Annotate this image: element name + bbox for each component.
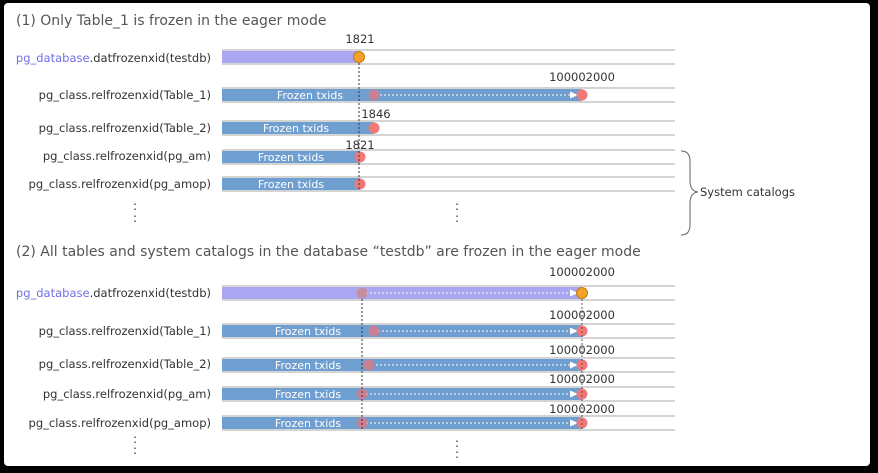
arrowhead-icon bbox=[570, 327, 578, 335]
section-2-title: (2) All tables and system catalogs in th… bbox=[16, 244, 641, 260]
db-name-highlight: pg_database bbox=[16, 51, 90, 65]
db-name-highlight: pg_database bbox=[16, 286, 90, 300]
frozen-txids-label: Frozen txids bbox=[275, 359, 341, 372]
arrowhead-icon bbox=[570, 390, 578, 398]
system-catalogs-brace bbox=[680, 150, 699, 236]
ellipsis: : bbox=[133, 443, 137, 457]
ellipsis: : bbox=[455, 447, 459, 461]
row-label: pg_database.datfrozenxid(testdb) bbox=[16, 286, 211, 300]
db-field: .datfrozenxid(testdb) bbox=[90, 286, 211, 300]
frozen-txids-label: Frozen txids bbox=[275, 417, 341, 430]
row-label: pg_class.relfrozenxid(Table_1) bbox=[39, 88, 211, 102]
row-label: pg_class.relfrozenxid(Table_2) bbox=[39, 121, 211, 135]
old-relfrozenxid-marker bbox=[368, 89, 380, 101]
row-label: pg_class.relfrozenxid(pg_amop) bbox=[29, 177, 211, 191]
datfrozenxid-marker bbox=[576, 287, 588, 299]
frozen-txids-bar bbox=[222, 178, 360, 190]
frozen-txids-label: Frozen txids bbox=[275, 325, 341, 338]
old-relfrozenxid-marker bbox=[368, 325, 380, 337]
relfrozenxid-marker bbox=[354, 178, 366, 190]
relfrozenxid-marker bbox=[576, 388, 588, 400]
row-label: pg_class.relfrozenxid(pg_am) bbox=[43, 149, 211, 163]
ellipsis: : bbox=[455, 211, 459, 225]
frozen-txids-bar bbox=[222, 122, 374, 134]
old-relfrozenxid-marker bbox=[363, 359, 375, 371]
row-label: pg_class.relfrozenxid(pg_amop) bbox=[29, 416, 211, 430]
frozen-txids-label: Frozen txids bbox=[258, 151, 324, 164]
frozen-txids-label: Frozen txids bbox=[263, 122, 329, 135]
row-label: pg_class.relfrozenxid(pg_am) bbox=[43, 387, 211, 401]
section-1-title: (1) Only Table_1 is frozen in the eager … bbox=[16, 13, 326, 29]
arrowhead-icon bbox=[570, 289, 578, 297]
relfrozenxid-marker bbox=[368, 122, 380, 134]
ellipsis: : bbox=[133, 199, 137, 213]
relfrozenxid-marker bbox=[354, 151, 366, 163]
system-catalogs-label: System catalogs bbox=[700, 185, 795, 199]
relfrozenxid-marker bbox=[576, 89, 588, 101]
db-field: .datfrozenxid(testdb) bbox=[90, 51, 211, 65]
ellipsis: : bbox=[455, 199, 459, 213]
diagram-canvas: (1) Only Table_1 is frozen in the eager … bbox=[4, 3, 870, 466]
datfrozenxid-bar bbox=[222, 51, 359, 63]
frozen-txids-label: Frozen txids bbox=[275, 388, 341, 401]
row-label: pg_class.relfrozenxid(Table_2) bbox=[39, 357, 211, 371]
xid-freeze-diagram: (1) Only Table_1 is frozen in the eager … bbox=[16, 13, 795, 461]
xid-value-label: 1821 bbox=[345, 32, 374, 46]
old-datfrozenxid-marker bbox=[356, 287, 368, 299]
xid-value-label: 100002000 bbox=[549, 343, 615, 357]
frozen-txids-label: Frozen txids bbox=[258, 178, 324, 191]
xid-value-label: 1821 bbox=[345, 138, 374, 152]
old-relfrozenxid-marker bbox=[356, 388, 368, 400]
ellipsis: : bbox=[133, 432, 137, 446]
xid-value-label: 100002000 bbox=[549, 70, 615, 84]
arrowhead-icon bbox=[570, 361, 578, 369]
arrowhead-icon bbox=[570, 419, 578, 427]
ellipsis: : bbox=[455, 436, 459, 450]
arrowhead-icon bbox=[570, 91, 578, 99]
row-label: pg_class.relfrozenxid(Table_1) bbox=[39, 324, 211, 338]
frozen-txids-bar bbox=[222, 151, 360, 163]
datfrozenxid-marker bbox=[353, 51, 365, 63]
row-label: pg_database.datfrozenxid(testdb) bbox=[16, 51, 211, 65]
xid-value-label: 1846 bbox=[361, 107, 390, 121]
frozen-txids-label: Frozen txids bbox=[277, 89, 343, 102]
ellipsis: : bbox=[133, 211, 137, 225]
xid-value-label: 100002000 bbox=[549, 265, 615, 279]
